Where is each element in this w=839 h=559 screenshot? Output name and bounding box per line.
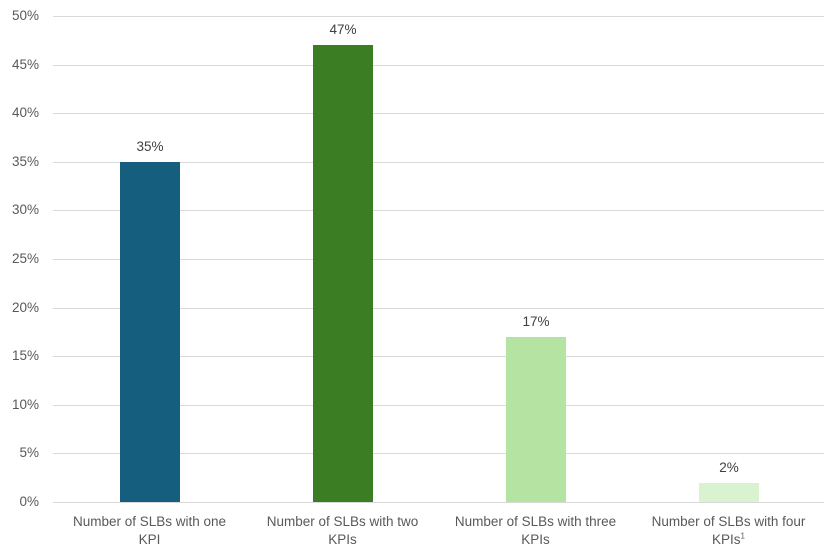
x-category-three-kpis: Number of SLBs with three KPIs	[439, 513, 632, 549]
y-tick-label: 10%	[11, 397, 39, 412]
x-category-four-kpis: Number of SLBs with four KPIs1	[632, 513, 825, 549]
x-category-line1: Number of SLBs with two	[266, 514, 419, 529]
y-tick-label: 5%	[19, 445, 39, 460]
x-category-line2: KPIs	[328, 532, 357, 547]
gridline	[53, 308, 824, 309]
x-category-line2: KPI	[138, 532, 161, 547]
gridline	[53, 16, 824, 17]
x-category-two-kpis: Number of SLBs with two KPIs	[246, 513, 439, 549]
bar-two-kpis	[313, 45, 373, 502]
y-tick-label: 30%	[11, 202, 39, 217]
gridline	[53, 113, 824, 114]
y-tick-label: 0%	[19, 494, 39, 509]
y-tick-label: 40%	[11, 105, 39, 120]
gridline	[53, 453, 824, 454]
gridline	[53, 502, 824, 503]
gridline	[53, 405, 824, 406]
bar-four-kpis	[699, 483, 759, 502]
data-label-three-kpis: 17%	[522, 314, 550, 329]
x-category-line2: KPIs	[521, 532, 550, 547]
gridline	[53, 210, 824, 211]
x-category-one-kpi: Number of SLBs with one KPI	[53, 513, 246, 549]
data-label-two-kpis: 47%	[329, 22, 357, 37]
y-tick-label: 45%	[11, 57, 39, 72]
gridline	[53, 162, 824, 163]
y-tick-label: 15%	[11, 348, 39, 363]
y-tick-label: 25%	[11, 251, 39, 266]
y-tick-label: 50%	[11, 8, 39, 23]
gridline	[53, 356, 824, 357]
gridline	[53, 65, 824, 66]
bar-one-kpi	[120, 162, 180, 502]
bar-three-kpis	[506, 337, 566, 502]
x-category-line1: Number of SLBs with one	[72, 514, 227, 529]
y-tick-label: 20%	[11, 300, 39, 315]
data-label-one-kpi: 35%	[136, 139, 164, 154]
x-category-line2: KPIs1	[712, 531, 745, 547]
data-label-four-kpis: 2%	[719, 460, 739, 475]
y-tick-label: 35%	[11, 154, 39, 169]
gridline	[53, 259, 824, 260]
x-category-line1: Number of SLBs with three	[454, 514, 617, 529]
footnote-marker: 1	[740, 531, 745, 541]
x-category-line1: Number of SLBs with four	[651, 514, 806, 529]
